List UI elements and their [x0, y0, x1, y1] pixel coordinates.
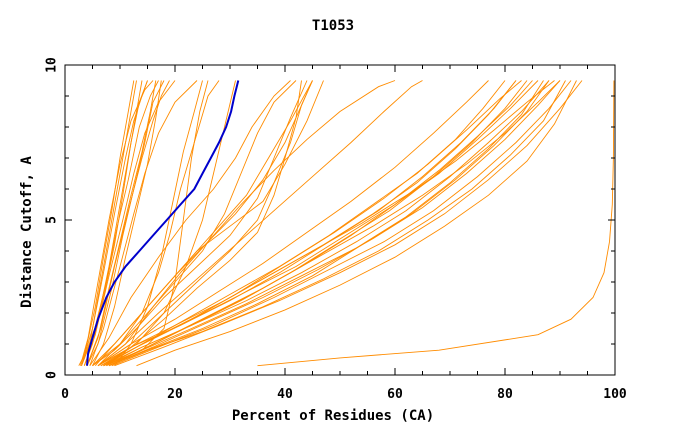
model-line-13: [92, 80, 162, 366]
model-line-24: [97, 80, 313, 367]
model-line-40: [108, 80, 566, 367]
model-line-36: [103, 80, 544, 367]
axis-ticks: [64, 64, 616, 376]
y-tick-label: 0: [45, 371, 60, 379]
highlight-line: [86, 80, 240, 366]
model-line-10: [89, 80, 198, 366]
model-line-33: [108, 80, 550, 367]
model-line-22: [97, 80, 313, 367]
model-line-26: [92, 80, 396, 367]
x-tick-label: 20: [167, 387, 183, 402]
tick-labels: 0 20 40 60 80 100 0 5 10: [45, 57, 627, 402]
model-line-11: [81, 80, 148, 366]
x-axis-label: Percent of Residues (CA): [232, 408, 434, 424]
model-line-17: [97, 80, 220, 367]
model-line-27: [97, 80, 423, 367]
model-line-35: [108, 80, 561, 367]
model-line-42: [100, 80, 533, 367]
x-tick-label: 80: [497, 387, 513, 402]
plot-lines: [78, 80, 615, 367]
model-line-18: [92, 80, 308, 367]
model-line-44: [108, 80, 561, 367]
model-line-20: [89, 80, 291, 366]
model-line-8: [86, 80, 170, 366]
model-line-38: [97, 80, 517, 367]
model-line-45: [136, 80, 577, 367]
x-tick-label: 0: [61, 387, 69, 402]
model-line-34: [103, 80, 522, 367]
model-line-41: [114, 80, 583, 367]
model-line-28: [97, 80, 489, 367]
model-line-9: [83, 80, 176, 366]
model-line-12: [86, 80, 157, 366]
model-line-25: [103, 80, 302, 367]
model-line-15: [108, 80, 209, 367]
model-line-37: [111, 80, 572, 367]
model-line-31: [103, 80, 528, 367]
y-axis-label: Distance Cutoff, A: [19, 156, 35, 308]
y-tick-label: 10: [45, 57, 60, 73]
chart-title: T1053: [312, 18, 354, 34]
x-tick-label: 100: [603, 387, 627, 402]
model-line-39: [103, 80, 555, 367]
model-line-46: [257, 80, 615, 367]
model-line-14: [114, 80, 203, 366]
y-tick-label: 5: [45, 216, 60, 224]
x-tick-label: 60: [387, 387, 403, 402]
model-line-4: [81, 80, 159, 366]
x-tick-label: 40: [277, 387, 293, 402]
model-line-2: [81, 80, 137, 366]
model-line-1: [78, 80, 143, 366]
